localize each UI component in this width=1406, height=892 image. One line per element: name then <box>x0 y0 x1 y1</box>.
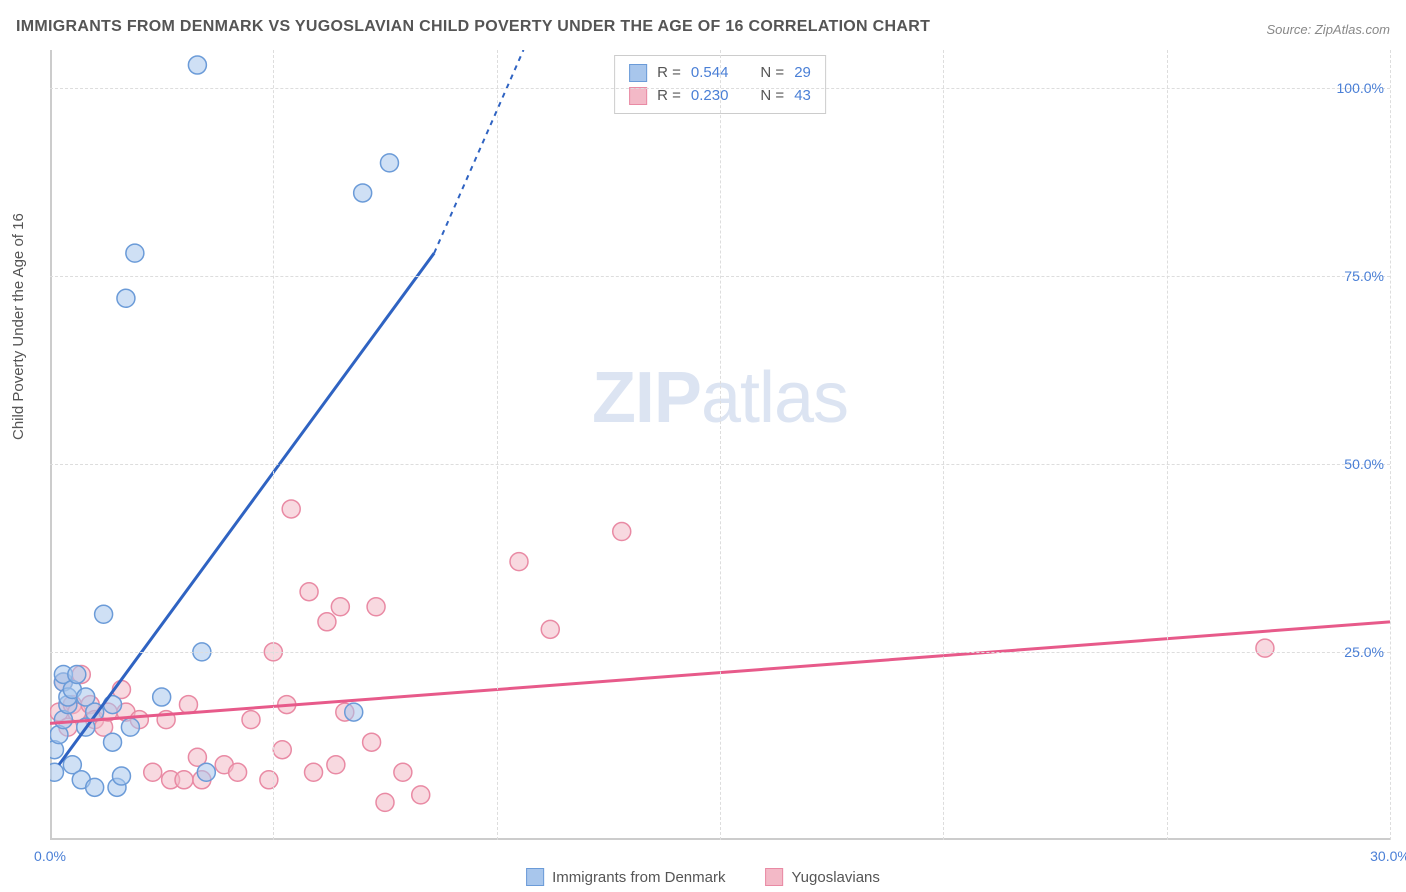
x-tick-label: 30.0% <box>1370 848 1406 864</box>
gridline-v <box>1167 50 1168 840</box>
swatch-series2 <box>629 87 647 105</box>
gridline-v <box>943 50 944 840</box>
gridline-v <box>273 50 274 840</box>
y-tick-label: 100.0% <box>1337 80 1384 96</box>
scatter-plot-area: ZIPatlas R = 0.544 N = 29 R = 0.230 N = … <box>50 50 1390 840</box>
R-value-series1: 0.544 <box>691 62 729 85</box>
gridline-v <box>720 50 721 840</box>
chart-title: IMMIGRANTS FROM DENMARK VS YUGOSLAVIAN C… <box>16 18 930 36</box>
gridline-v <box>497 50 498 840</box>
y-tick-label: 50.0% <box>1344 456 1384 472</box>
legend-swatch-series1 <box>526 868 544 886</box>
legend-label-series2: Yugoslavians <box>791 869 879 886</box>
legend-item-series2: Yugoslavians <box>765 868 879 886</box>
legend-item-series1: Immigrants from Denmark <box>526 868 725 886</box>
y-axis-label: Child Poverty Under the Age of 16 <box>10 213 27 440</box>
R-label: R = <box>657 62 681 85</box>
legend-label-series1: Immigrants from Denmark <box>552 869 725 886</box>
N-label: N = <box>760 62 784 85</box>
swatch-series1 <box>629 64 647 82</box>
N-value-series1: 29 <box>794 62 811 85</box>
bottom-legend: Immigrants from Denmark Yugoslavians <box>526 868 880 886</box>
gridline-v <box>1390 50 1391 840</box>
source-attribution: Source: ZipAtlas.com <box>1266 22 1390 37</box>
y-tick-label: 75.0% <box>1344 268 1384 284</box>
x-tick-label: 0.0% <box>34 848 66 864</box>
legend-swatch-series2 <box>765 868 783 886</box>
y-tick-label: 25.0% <box>1344 644 1384 660</box>
